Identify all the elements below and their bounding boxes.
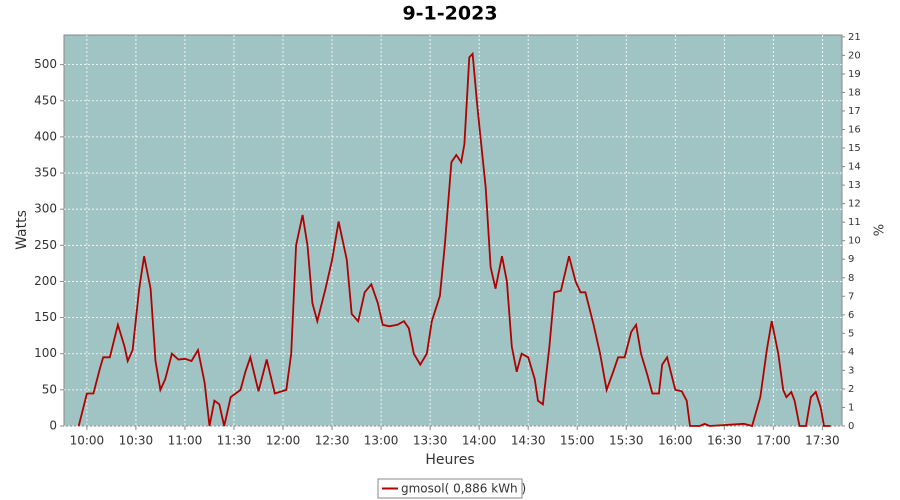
series-line: [77, 51, 831, 428]
y-tick-label: 450: [34, 93, 57, 107]
x-tick-label: 13:00: [364, 434, 399, 448]
x-tick-label: 14:00: [462, 434, 497, 448]
y2-tick-label: 13: [848, 180, 861, 191]
y-axis-label: Watts: [14, 210, 30, 250]
y-tick-label: 0: [49, 419, 57, 433]
y-tick-label: 100: [34, 346, 57, 360]
y2-tick-label: 14: [848, 162, 861, 173]
y2-tick-label: 17: [848, 106, 861, 117]
x-tick-label: 15:30: [609, 434, 644, 448]
x-tick-label: 14:30: [511, 434, 546, 448]
x-tick-label: 13:30: [413, 434, 448, 448]
y-tick-label: 150: [34, 310, 57, 324]
y2-tick-label: 12: [848, 199, 861, 210]
x-tick-label: 17:00: [756, 434, 791, 448]
y2-tick-label: 3: [848, 365, 854, 376]
legend: [377, 478, 523, 499]
y2-tick-label: 16: [848, 125, 861, 136]
x-tick-label: 10:00: [70, 434, 105, 448]
y2-tick-label: 6: [848, 310, 854, 321]
y2-tick-label: 15: [848, 143, 861, 154]
y2-axis-label: %: [873, 224, 888, 236]
y2-tick-label: 18: [848, 87, 861, 98]
y2-tick-label: 5: [848, 328, 854, 339]
chart-title: 9-1-2023: [402, 3, 497, 25]
y2-tick-label: 10: [848, 236, 861, 247]
y2-tick-label: 0: [848, 421, 854, 432]
y-tick-label: 50: [42, 382, 57, 396]
y2-tick-label: 11: [848, 217, 861, 228]
x-tick-label: 17:30: [805, 434, 840, 448]
y-tick-label: 500: [34, 57, 57, 71]
y-tick-label: 400: [34, 129, 57, 143]
y-tick-label: 200: [34, 274, 57, 288]
y2-tick-label: 2: [848, 384, 854, 395]
y2-tick-label: 7: [848, 291, 854, 302]
y2-tick-label: 19: [848, 69, 861, 80]
x-tick-label: 16:00: [658, 434, 693, 448]
y-tick-label: 250: [34, 238, 57, 252]
y-tick-label: 300: [34, 202, 57, 216]
y2-tick-label: 8: [848, 273, 854, 284]
y2-tick-label: 1: [848, 402, 854, 413]
x-axis-label: Heures: [425, 452, 474, 468]
y2-tick-label: 21: [848, 32, 861, 43]
y2-tick-label: 20: [848, 50, 861, 61]
y-tick-label: 350: [34, 166, 57, 180]
legend-label: gmosol( 0,886 kWh ): [401, 482, 526, 496]
x-tick-label: 11:00: [168, 434, 203, 448]
x-tick-label: 10:30: [119, 434, 154, 448]
x-tick-label: 16:30: [707, 434, 742, 448]
x-tick-label: 11:30: [217, 434, 252, 448]
y2-tick-label: 9: [848, 254, 854, 265]
y2-tick-label: 4: [848, 347, 854, 358]
x-tick-label: 12:30: [315, 434, 350, 448]
x-tick-label: 12:00: [266, 434, 301, 448]
x-tick-label: 15:00: [560, 434, 595, 448]
plot-area: [63, 34, 843, 427]
